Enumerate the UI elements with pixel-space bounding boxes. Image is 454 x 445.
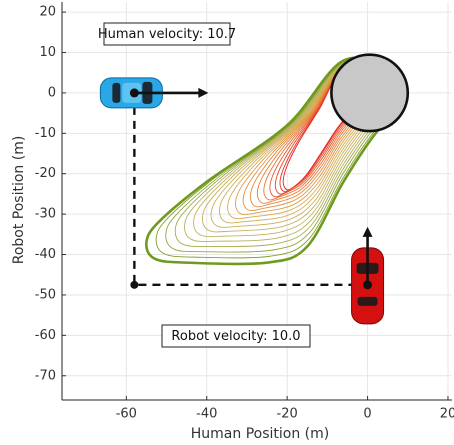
y-tick-label: 10 [39, 45, 56, 60]
annotation: Human velocity: 10.7 [98, 27, 236, 42]
y-tick-label: -20 [35, 166, 56, 181]
x-axis-label: Human Position (m) [191, 426, 329, 442]
y-tick-label: -50 [35, 287, 56, 302]
x-tick-label: 20 [440, 407, 454, 422]
x-tick-label: 0 [363, 407, 371, 422]
chart: Human Position (m) Robot Position (m) -6… [0, 0, 454, 445]
y-axis-label: Robot Position (m) [11, 136, 27, 265]
human-car [100, 78, 208, 108]
corner-dot [130, 281, 138, 289]
y-tick-label: 0 [48, 85, 56, 100]
y-tick-label: 20 [39, 5, 56, 20]
obstacle [331, 55, 407, 131]
y-tick-label: -40 [35, 247, 56, 262]
x-tick-label: -60 [116, 407, 137, 422]
car-window [358, 297, 378, 306]
marker [130, 88, 139, 97]
y-tick-label: -30 [35, 207, 56, 222]
plot-area [100, 55, 407, 324]
x-tick-label: -20 [277, 407, 298, 422]
robot-car [352, 227, 384, 324]
arrow-head [363, 227, 373, 237]
marker [363, 280, 372, 289]
y-tick-label: -60 [35, 328, 56, 343]
annotation: Robot velocity: 10.0 [171, 329, 300, 344]
x-tick-label: -40 [196, 407, 217, 422]
car-window [112, 83, 120, 103]
y-tick-label: -70 [35, 368, 56, 383]
y-tick-label: -10 [35, 126, 56, 141]
